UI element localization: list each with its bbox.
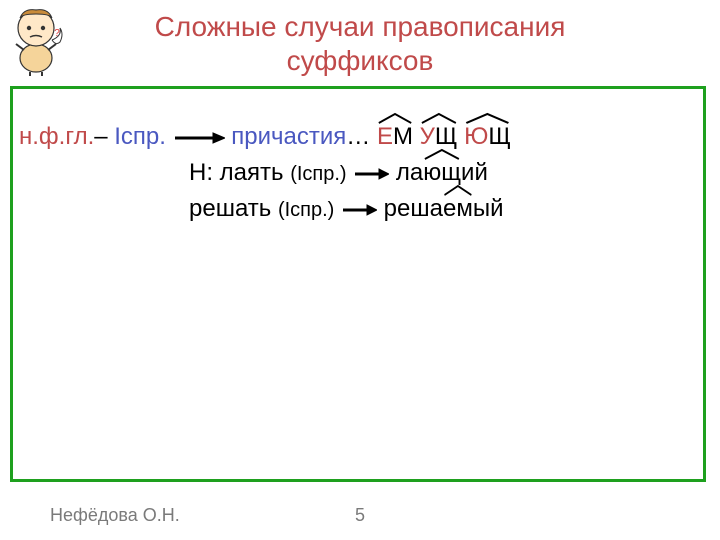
ex1-prefix: Н: лаять <box>189 159 290 186</box>
roof-icon <box>377 112 413 124</box>
ex1-suf: ющ <box>423 159 461 186</box>
example-line-1: Н: лаять (Iспр.) лающий <box>19 155 697 191</box>
arrow-icon <box>341 203 377 217</box>
spr-label: Iспр. <box>114 123 166 150</box>
dash: – <box>94 123 114 150</box>
ex1-result-pre: ла <box>396 159 423 186</box>
suffix-yusch: ЮЩ <box>464 119 511 155</box>
yu-rest: Щ <box>488 123 511 150</box>
footer-page-number: 5 <box>0 505 720 526</box>
em-rest: М <box>393 123 413 150</box>
example-line-2: решать (Iспр.) решаемый <box>19 191 697 227</box>
ex2-suffix: ем <box>443 191 473 227</box>
ex2-suf: ем <box>443 195 473 222</box>
ex2-result-post: ый <box>473 195 504 222</box>
ex2-paren: (Iспр.) <box>278 199 334 221</box>
dots: … <box>346 123 377 150</box>
em-e: Е <box>377 123 393 150</box>
arrow-icon <box>173 131 225 145</box>
ex1-paren: (Iспр.) <box>290 163 346 185</box>
roof-icon <box>420 112 458 124</box>
u-u: У <box>420 123 435 150</box>
nf-gl: н.ф.гл. <box>19 123 94 150</box>
participle-label: причастия <box>231 123 346 150</box>
arrow-icon <box>353 167 389 181</box>
suffix-em: ЕМ <box>377 119 413 155</box>
ex2-prefix: решать <box>189 195 278 222</box>
rule-line-1: н.ф.гл.– Iспр. причастия… ЕМ УЩ ЮЩ <box>19 119 697 155</box>
ex1-result-post: ий <box>461 159 488 186</box>
roof-icon <box>464 112 511 124</box>
roof-icon <box>423 148 461 160</box>
page-title: Сложные случаи правописания суффиксов <box>0 10 720 77</box>
title-line1: Сложные случаи правописания <box>155 11 566 42</box>
roof-icon <box>443 184 473 196</box>
title-line2: суффиксов <box>287 45 434 76</box>
content-frame: н.ф.гл.– Iспр. причастия… ЕМ УЩ ЮЩ Н: ла… <box>10 86 706 482</box>
yu-yu: Ю <box>464 123 488 150</box>
ex2-result-pre: реша <box>384 195 443 222</box>
u-rest: Щ <box>435 123 458 150</box>
